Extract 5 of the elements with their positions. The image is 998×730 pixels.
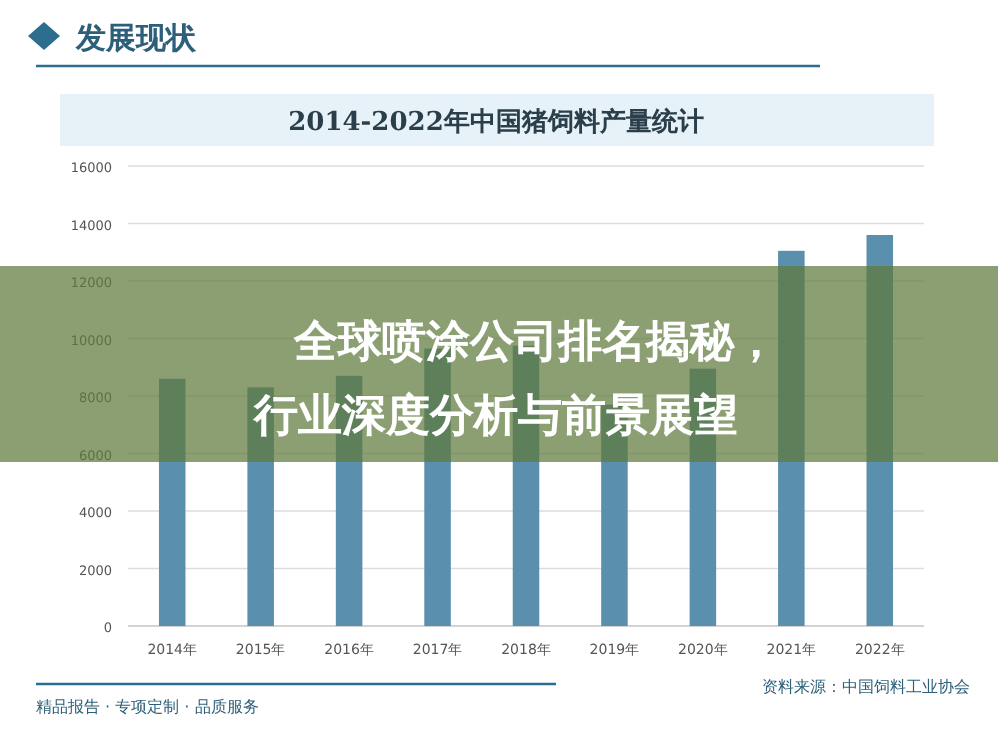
chart-subtitle: 发展现状 (74, 20, 198, 56)
annotation: 全球喷涂公司排名揭秘，行业深度分析与前景展望 (252, 318, 778, 442)
chart-title: 2014-2022年中国猪饲料产量统计 (288, 106, 704, 138)
text: 资料来源：中国饲料工业协会 (762, 678, 970, 696)
text: 精品报告 · 专项定制 · 品质服务 (36, 698, 259, 716)
